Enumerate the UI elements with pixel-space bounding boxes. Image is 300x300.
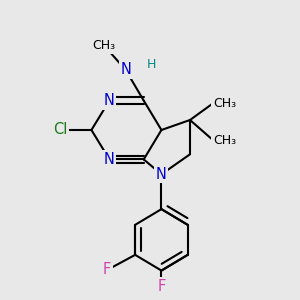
Text: CH₃: CH₃ <box>93 39 116 52</box>
Text: N: N <box>120 62 131 77</box>
Text: N: N <box>104 152 115 167</box>
Text: CH₃: CH₃ <box>213 134 236 146</box>
Text: Cl: Cl <box>53 122 67 137</box>
Text: F: F <box>103 262 111 278</box>
Text: CH₃: CH₃ <box>213 97 236 110</box>
Text: N: N <box>156 167 167 182</box>
Text: F: F <box>157 279 166 294</box>
Text: H: H <box>147 58 156 71</box>
Text: N: N <box>104 93 115 108</box>
